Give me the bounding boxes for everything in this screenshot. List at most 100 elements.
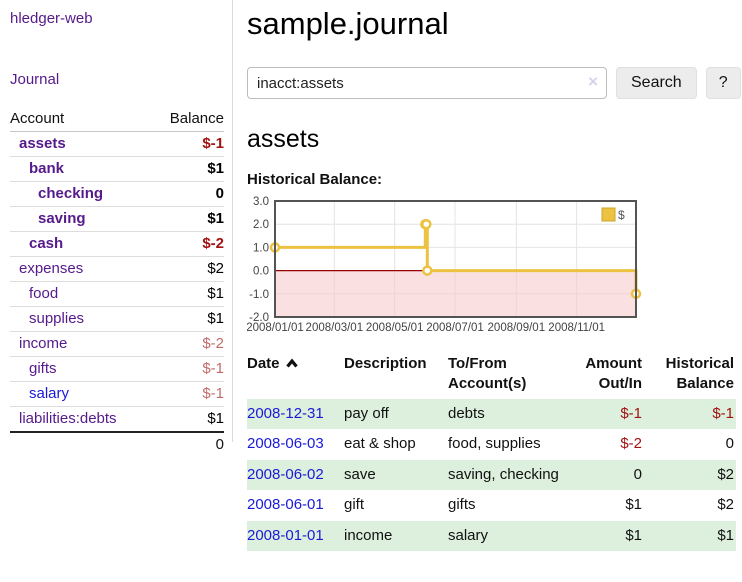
transaction-date-link[interactable]: 2008-06-02 (247, 465, 324, 483)
transaction-description: save (344, 465, 376, 483)
transaction-date-link[interactable]: 2008-06-03 (247, 435, 324, 453)
transaction-description: gift (344, 496, 365, 514)
account-balance: $-2 (151, 231, 224, 257)
transaction-amount: $1 (625, 526, 642, 544)
clear-search-icon[interactable]: × (588, 72, 598, 91)
register-row: 2008-01-01 income salary $1 $1 (247, 520, 736, 552)
transaction-balance: 0 (725, 435, 734, 453)
accounts-total-value: 0 (151, 431, 224, 457)
app-brand-link[interactable]: hledger-web (10, 10, 93, 27)
account-link-gifts[interactable]: gifts (29, 360, 57, 377)
svg-text:1.0: 1.0 (253, 242, 269, 254)
accounts-col-account: Account (10, 107, 152, 132)
account-balance: $-1 (151, 381, 224, 407)
account-row-salary: salary $-1 (10, 381, 224, 407)
transaction-date-link[interactable]: 2008-01-01 (247, 526, 324, 544)
account-balance: $1 (151, 206, 224, 232)
transaction-description: eat & shop (344, 435, 416, 453)
account-row-checking: checking 0 (10, 181, 224, 207)
register-header-row: Date Description To/From Account(s) Amou… (247, 352, 736, 399)
accounts-col-balance: Balance (151, 107, 224, 132)
account-link-cash[interactable]: cash (29, 235, 64, 252)
account-row-assets: assets $-1 (10, 131, 224, 157)
register-row: 2008-06-03 eat & shop food, supplies $-2… (247, 429, 736, 460)
account-row-expenses: expenses $2 (10, 256, 224, 282)
register-table: Date Description To/From Account(s) Amou… (247, 352, 736, 552)
transaction-balance: $-1 (712, 404, 734, 422)
account-link-liabilities-debts[interactable]: liabilities:debts (19, 410, 117, 427)
register-row: 2008-06-02 save saving, checking 0 $2 (247, 459, 736, 491)
svg-text:2008/09/01: 2008/09/01 (488, 322, 546, 334)
page-title: sample.journal (247, 6, 449, 41)
account-row-gifts: gifts $-1 (10, 356, 224, 382)
transaction-amount: 0 (633, 465, 642, 483)
col-description: Description (344, 355, 427, 372)
register-row: 2008-06-01 gift gifts $1 $2 (247, 490, 736, 521)
help-button[interactable]: ? (705, 67, 741, 99)
transaction-amount: $1 (625, 496, 642, 514)
svg-text:2.0: 2.0 (253, 219, 269, 231)
col-amount: Amount Out/In (585, 355, 642, 392)
transaction-accounts: saving, checking (448, 465, 559, 483)
transaction-balance: $2 (717, 496, 734, 514)
transaction-accounts: gifts (448, 496, 476, 514)
account-balance: $2 (151, 256, 224, 282)
account-balance: 0 (151, 181, 224, 207)
col-date[interactable]: Date (247, 352, 344, 399)
account-row-saving: saving $1 (10, 206, 224, 232)
main-content: sample.journal × Search ? assets Histori… (233, 0, 742, 552)
account-balance: $1 (151, 406, 224, 433)
account-balance: $1 (151, 156, 224, 182)
svg-text:0.0: 0.0 (253, 266, 269, 278)
account-row-supplies: supplies $1 (10, 306, 224, 332)
transaction-description: pay off (344, 404, 389, 422)
accounts-total-row: 0 (10, 431, 224, 457)
account-balance: $-1 (151, 356, 224, 382)
account-page-title: assets (247, 125, 320, 153)
search-input[interactable] (247, 67, 607, 99)
svg-text:3.0: 3.0 (253, 196, 269, 208)
account-row-food: food $1 (10, 281, 224, 307)
account-balance: $-2 (151, 331, 224, 357)
transaction-amount: $-2 (620, 435, 642, 453)
account-link-saving[interactable]: saving (38, 210, 86, 227)
col-balance: Historical Balance (665, 355, 734, 392)
transaction-amount: $-1 (620, 404, 642, 422)
account-link-income[interactable]: income (19, 335, 68, 352)
account-row-income: income $-2 (10, 331, 224, 357)
account-link-supplies[interactable]: supplies (29, 310, 85, 327)
account-link-salary[interactable]: salary (29, 385, 70, 402)
sidebar-item-journal[interactable]: Journal (10, 71, 60, 88)
account-link-checking[interactable]: checking (38, 185, 104, 202)
accounts-table: Account Balance assets $-1 bank $1 check… (10, 107, 224, 457)
svg-text:2008/07/01: 2008/07/01 (426, 322, 484, 334)
transaction-balance: $1 (717, 526, 734, 544)
transaction-accounts: food, supplies (448, 435, 541, 453)
account-row-bank: bank $1 (10, 156, 224, 182)
transaction-date-link[interactable]: 2008-06-01 (247, 496, 324, 514)
svg-text:2008/11/01: 2008/11/01 (548, 322, 605, 334)
svg-text:2008/01/01: 2008/01/01 (247, 322, 304, 334)
account-link-expenses[interactable]: expenses (19, 260, 84, 277)
transaction-date-link[interactable]: 2008-12-31 (247, 404, 324, 422)
account-link-bank[interactable]: bank (29, 160, 65, 177)
svg-text:2008/03/01: 2008/03/01 (306, 322, 364, 334)
svg-text:2008/05/01: 2008/05/01 (366, 322, 424, 334)
search-button[interactable]: Search (616, 67, 697, 99)
account-row-liabilities-debts: liabilities:debts $1 (10, 406, 224, 433)
account-link-food[interactable]: food (29, 285, 59, 302)
sort-ascending-icon (285, 358, 298, 368)
account-balance: $1 (151, 306, 224, 332)
register-row: 2008-12-31 pay off debts $-1 $-1 (247, 398, 736, 430)
account-balance: $-1 (151, 131, 224, 157)
search-form: × Search ? (247, 67, 742, 99)
transaction-balance: $2 (717, 465, 734, 483)
svg-text:$: $ (618, 208, 625, 222)
account-balance: $1 (151, 281, 224, 307)
chart-title: Historical Balance: (247, 171, 383, 188)
sidebar: hledger-web Journal Account Balance asse… (0, 0, 233, 457)
col-date-label: Date (247, 355, 280, 372)
account-link-assets[interactable]: assets (19, 135, 66, 152)
svg-text:-1.0: -1.0 (249, 289, 269, 301)
